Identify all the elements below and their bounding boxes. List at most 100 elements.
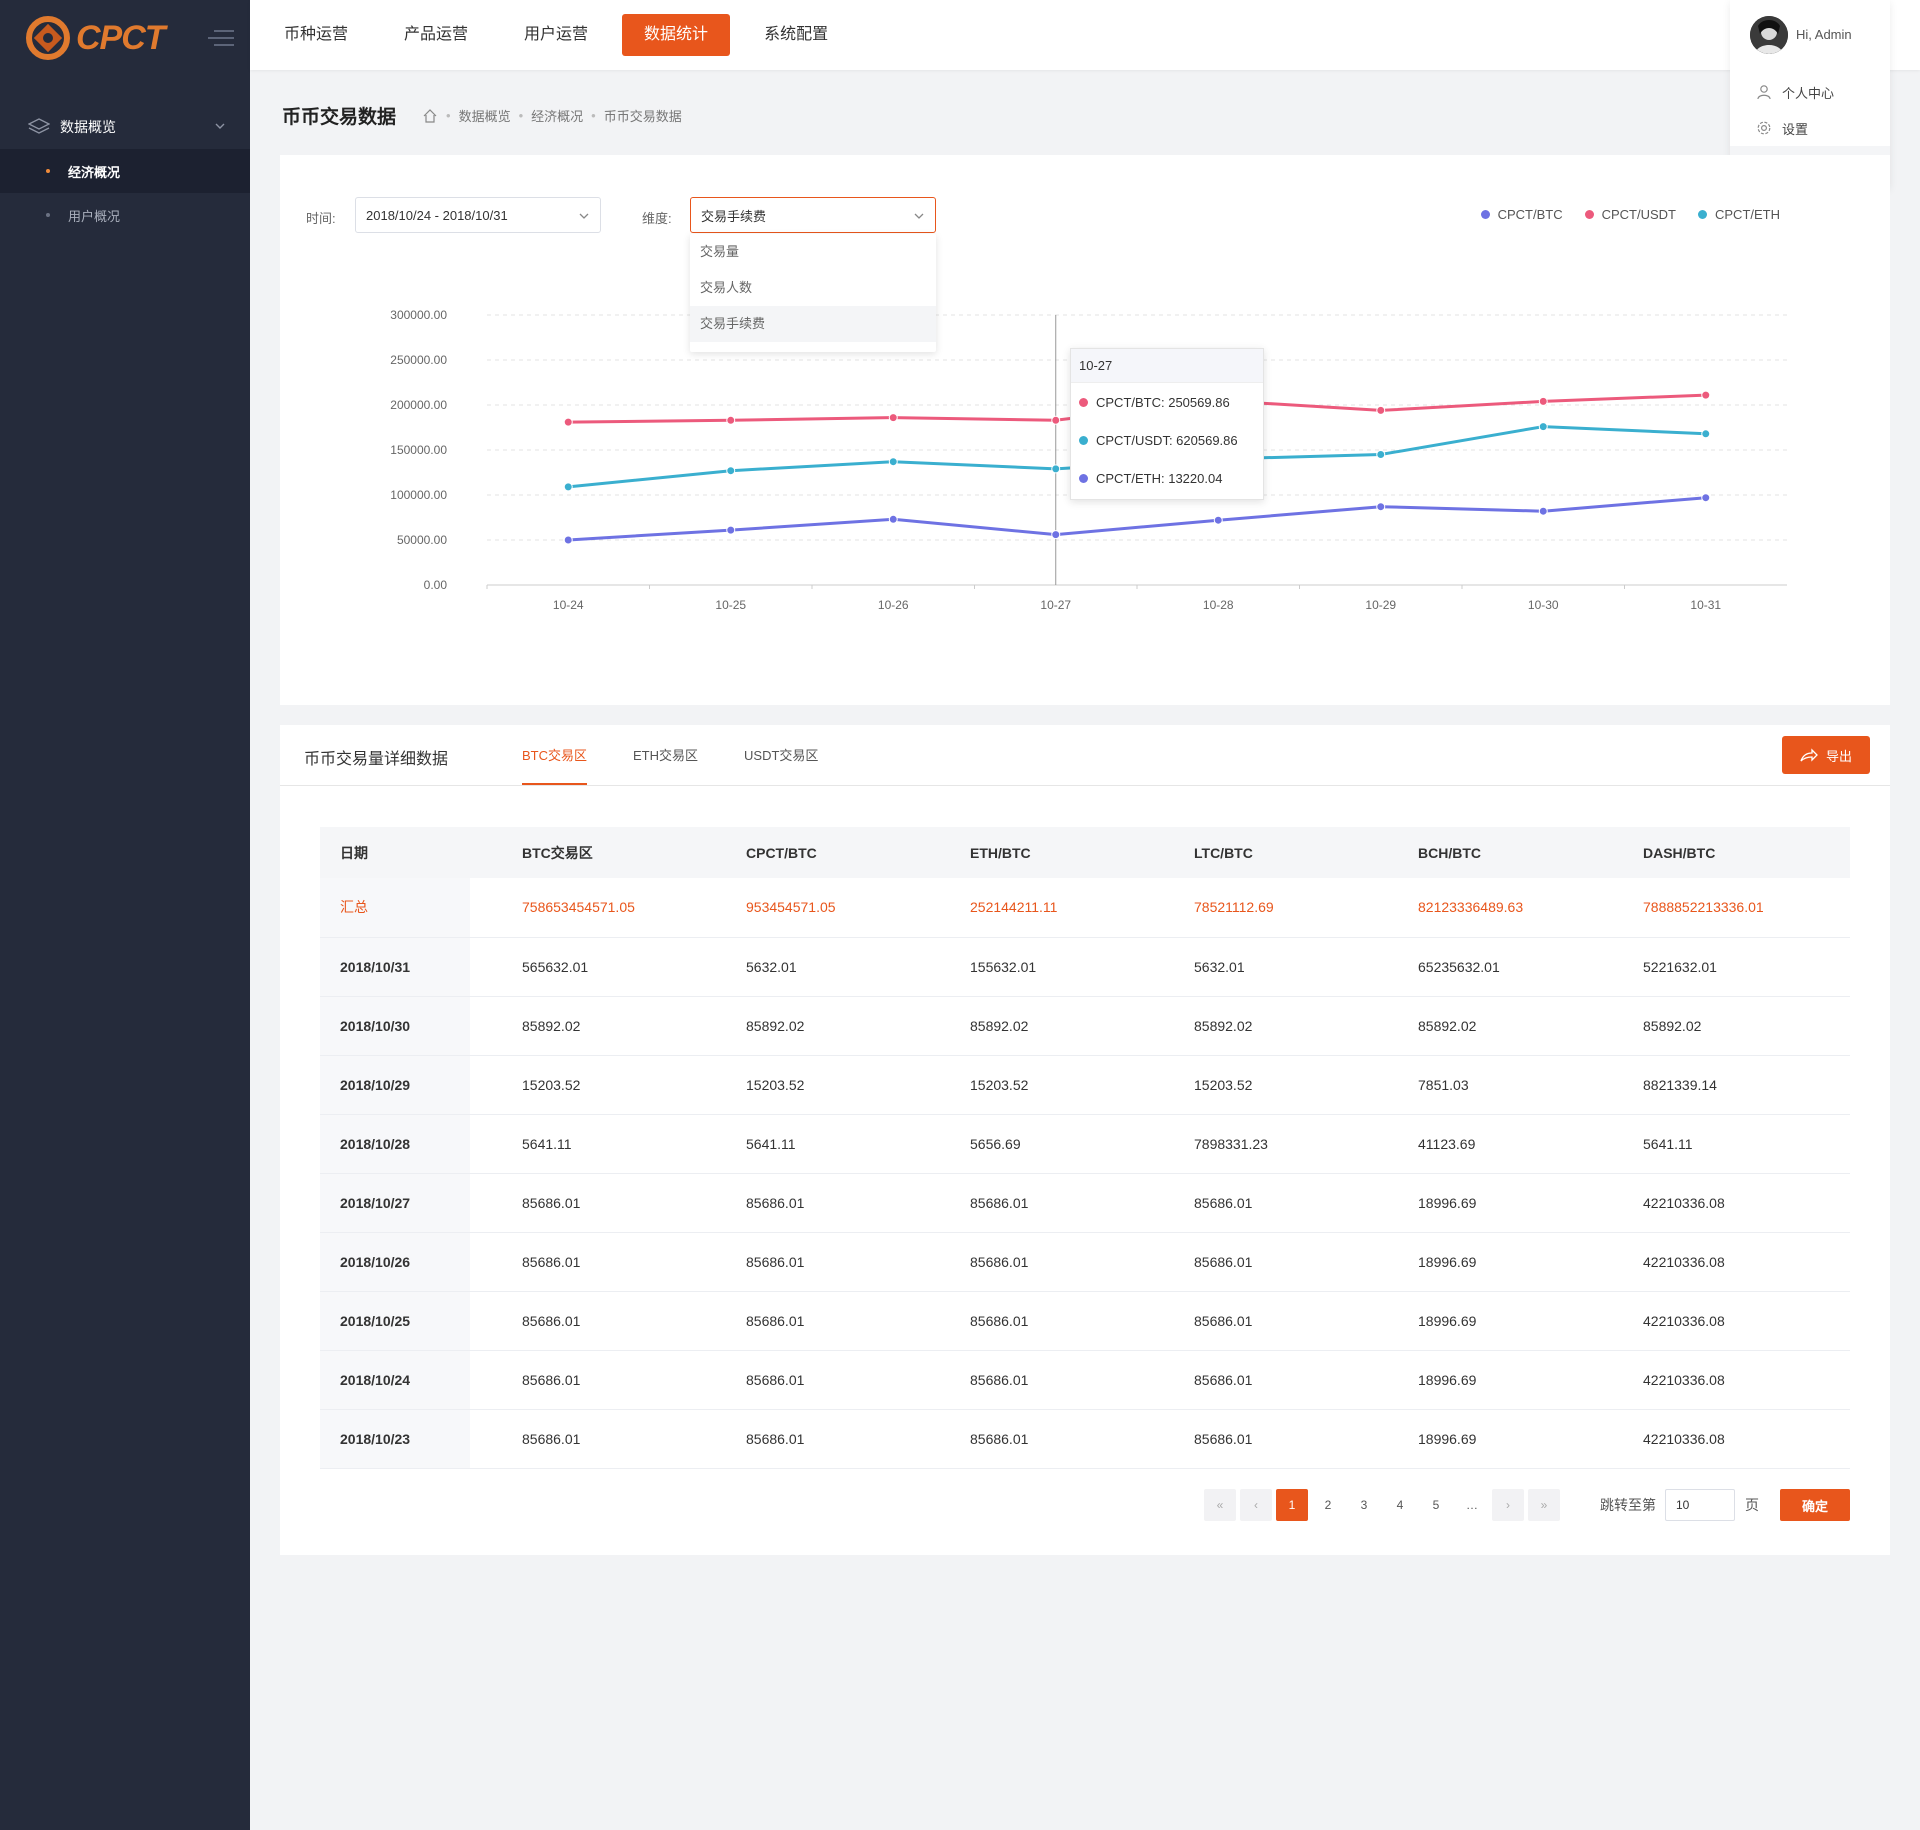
legend-swatch (1480, 210, 1490, 219)
tab-btc[interactable]: BTC交易区 (522, 725, 588, 785)
value-cell: 78521112.69 (1142, 878, 1366, 938)
column-header: LTC/BTC (1142, 827, 1366, 878)
breadcrumb-item[interactable]: 经济概况 (531, 109, 584, 124)
confirm-button[interactable]: 确定 (1780, 1489, 1850, 1521)
menu-toggle-icon[interactable] (208, 27, 236, 49)
legend-swatch (1584, 210, 1594, 219)
topnav-user-ops[interactable]: 用户运营 (524, 26, 589, 43)
share-icon (1800, 748, 1818, 762)
table-row: 2018/10/23 85686.01 85686.01 85686.01 85686.… (320, 1409, 1850, 1469)
value-cell: 85892.02 (1366, 996, 1591, 1056)
jump-page-input[interactable]: 10 (1665, 1489, 1735, 1521)
page-button[interactable]: 4 (1396, 1498, 1404, 1512)
export-button[interactable]: 导出 (1782, 736, 1870, 774)
sidebar-item-users[interactable]: 用户概况 (0, 193, 250, 237)
topnav-system-config[interactable]: 系统配置 (764, 26, 829, 43)
value-cell: 85686.01 (918, 1350, 1142, 1410)
value-cell: 252144211.11 (918, 878, 1142, 938)
prev-page-button[interactable]: ‹ (1240, 1489, 1272, 1521)
data-point (726, 415, 736, 425)
column-header: ETH/BTC (918, 827, 1142, 878)
export-label: 导出 (1825, 748, 1852, 764)
tooltip-swatch (1079, 473, 1088, 483)
column-header: BCH/BTC (1366, 827, 1591, 878)
value-cell: 82123336489.63 (1366, 878, 1591, 938)
summary-row: 汇总 758653454571.05 953454571.05 252144211.1… (320, 878, 1850, 938)
table-row: 2018/10/24 85686.01 85686.01 85686.01 85686.… (320, 1350, 1850, 1410)
value-cell: 42210336.08 (1591, 1173, 1850, 1233)
last-page-button[interactable]: » (1528, 1489, 1560, 1521)
x-tick-label: 10-28 (1203, 598, 1234, 612)
topnav-statistics[interactable]: 数据统计 (622, 14, 731, 56)
data-point (1538, 396, 1548, 406)
legend-item[interactable]: CPCT/ETH (1698, 207, 1780, 222)
value-cell: 41123.69 (1366, 1114, 1591, 1174)
value-cell: 85686.01 (1142, 1409, 1366, 1469)
value-cell: 85686.01 (694, 1173, 918, 1233)
value-cell: 18996.69 (1366, 1291, 1591, 1351)
value-cell: 85686.01 (470, 1173, 694, 1233)
breadcrumb-item[interactable]: 数据概览 (458, 109, 511, 124)
menu-item-profile[interactable]: 个人中心 (1730, 74, 1890, 110)
menu-item-settings[interactable]: 设置 (1730, 110, 1890, 146)
logo-text: CPCT (76, 18, 166, 57)
tooltip-value: CPCT/ETH: 13220.04 (1096, 470, 1223, 486)
sidebar-item-economy[interactable]: 经济概况 (0, 149, 250, 193)
dimension-select[interactable]: 交易手续费 (690, 197, 936, 233)
table-row: 2018/10/26 85686.01 85686.01 85686.01 85686.… (320, 1232, 1850, 1292)
sidebar-group-data-overview[interactable]: 数据概览 (0, 106, 250, 148)
data-point (1051, 415, 1061, 425)
tooltip-swatch (1079, 435, 1088, 445)
topnav-coin-ops[interactable]: 币种运营 (284, 26, 349, 43)
legend-item[interactable]: CPCT/BTC (1480, 207, 1563, 222)
logo[interactable]: CPCT (24, 14, 166, 62)
menu-item-label: 设置 (1782, 121, 1809, 137)
value-cell: 5641.11 (1591, 1114, 1850, 1174)
value-cell: 85892.02 (1591, 996, 1850, 1056)
bullet-icon (46, 169, 50, 173)
data-point (1213, 515, 1223, 525)
value-cell: 15203.52 (918, 1055, 1142, 1115)
y-tick-label: 100000.00 (390, 488, 447, 502)
detail-card: 币币交易量详细数据 BTC交易区 ETH交易区 USDT交易区 导出 日期 BT… (280, 725, 1890, 1555)
data-point (1376, 450, 1386, 459)
home-icon[interactable] (422, 108, 438, 124)
data-point (1701, 493, 1711, 503)
value-cell: 85686.01 (470, 1409, 694, 1469)
date-cell: 2018/10/26 (320, 1232, 470, 1292)
page-title: 币币交易数据 (282, 107, 397, 128)
data-point (563, 417, 573, 427)
data-point (1538, 422, 1548, 432)
page-button[interactable]: 3 (1360, 1498, 1368, 1512)
y-tick-label: 250000.00 (390, 353, 447, 367)
page-button[interactable]: 5 (1432, 1498, 1440, 1512)
bullet-icon (46, 213, 50, 217)
legend-swatch (1698, 210, 1707, 219)
value-cell: 5641.11 (694, 1114, 918, 1174)
next-page-button[interactable]: › (1492, 1489, 1524, 1521)
dropdown-option-users[interactable]: 交易人数 (700, 280, 753, 295)
page-button[interactable]: 2 (1324, 1498, 1332, 1512)
page-button[interactable]: 1 (1276, 1489, 1308, 1521)
data-point (726, 525, 736, 535)
tab-usdt[interactable]: USDT交易区 (744, 748, 819, 763)
tab-eth[interactable]: ETH交易区 (633, 748, 699, 763)
value-cell: 42210336.08 (1591, 1350, 1850, 1410)
topnav-product-ops[interactable]: 产品运营 (404, 26, 469, 43)
sidebar: CPCT 数据概览 经济概况 用户概况 (0, 0, 250, 1830)
avatar[interactable] (1750, 16, 1788, 54)
date-range-picker[interactable]: 2018/10/24 - 2018/10/31 (355, 197, 601, 233)
table-row: 2018/10/27 85686.01 85686.01 85686.01 85686.… (320, 1173, 1850, 1233)
table-row: 2018/10/30 85892.02 85892.02 85892.02 85892.… (320, 996, 1850, 1056)
value-cell: 8821339.14 (1591, 1055, 1850, 1115)
dropdown-option-volume[interactable]: 交易量 (700, 244, 740, 259)
tooltip-title: 10-27 (1071, 349, 1263, 383)
value-cell: 155632.01 (918, 937, 1142, 997)
value-cell: 85686.01 (918, 1409, 1142, 1469)
x-tick-label: 10-26 (878, 598, 909, 612)
legend-item[interactable]: CPCT/USDT (1584, 207, 1676, 222)
dropdown-option-fee[interactable]: 交易手续费 (690, 306, 936, 342)
x-tick-label: 10-27 (1040, 598, 1071, 612)
first-page-button[interactable]: « (1204, 1489, 1236, 1521)
value-cell: 5632.01 (1142, 937, 1366, 997)
